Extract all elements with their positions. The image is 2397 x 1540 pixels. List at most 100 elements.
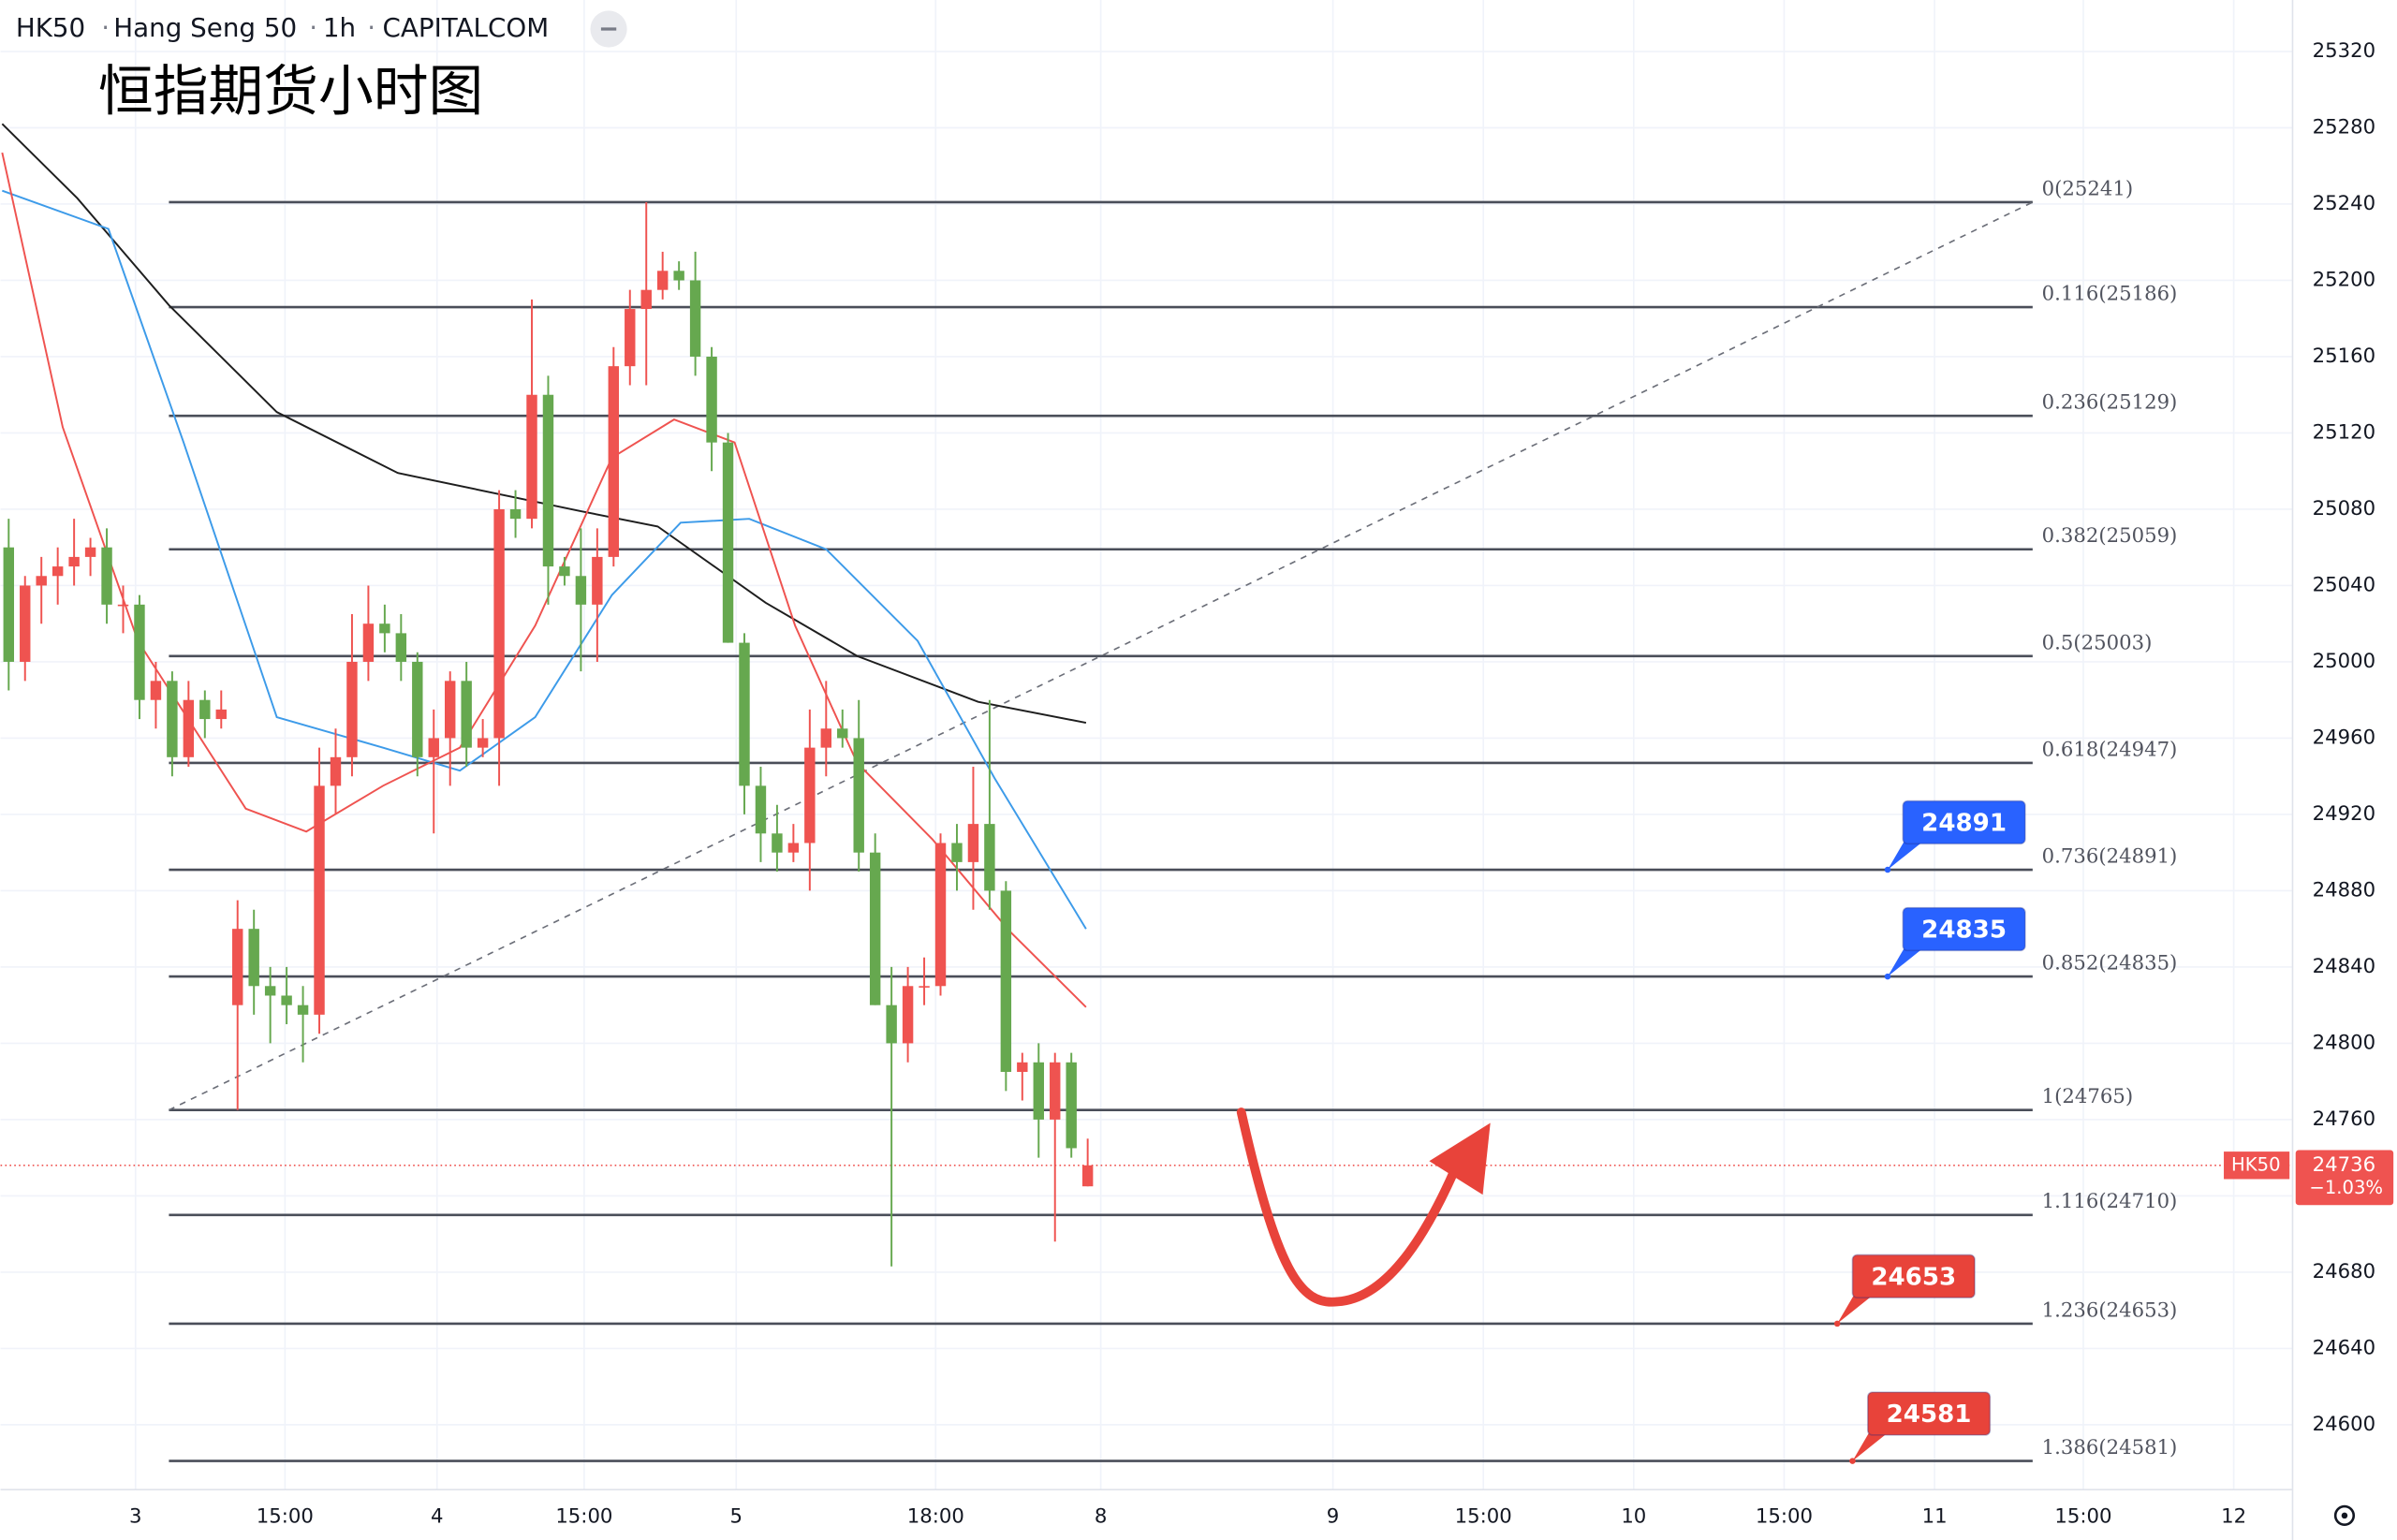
callout-anchor (1884, 973, 1891, 980)
candle-body (886, 1005, 897, 1044)
y-tick-label: 24920 (2313, 802, 2375, 826)
candle-body (919, 986, 930, 988)
callout-label: 24653 (1871, 1263, 1956, 1291)
candle-body (428, 738, 439, 757)
fib-label: 0.382(25059) (2042, 524, 2178, 548)
candle-body (84, 547, 96, 557)
settings-icon[interactable] (2333, 1504, 2356, 1526)
y-tick-label: 24960 (2313, 726, 2375, 749)
y-tick-label: 24600 (2313, 1413, 2375, 1436)
price-callout: 24581 (1849, 1391, 1992, 1464)
callout-box (1902, 799, 2026, 845)
price-tag-change: −1.03% (2309, 1177, 2383, 1198)
candle-body (559, 566, 570, 577)
candle-body (509, 508, 522, 520)
fib-label: 1.386(24581) (2042, 1436, 2178, 1459)
gear-center (2341, 1512, 2348, 1519)
candle-body (362, 623, 375, 662)
title: 恒指期货小时图 (98, 58, 483, 123)
candle-body (51, 566, 64, 577)
arrow-curve (1236, 1107, 1461, 1307)
arrow-head (1429, 1122, 1491, 1195)
candle-body (542, 394, 554, 567)
candle-body (134, 604, 145, 700)
candle-body (167, 681, 178, 757)
x-tick-label: 10 (1621, 1505, 1646, 1529)
y-tick-label: 25080 (2313, 497, 2375, 521)
candle-body (853, 738, 864, 853)
callout-anchor (1884, 866, 1891, 873)
candle-body (493, 508, 505, 739)
candle-body (346, 661, 358, 757)
gear (2333, 1504, 2356, 1526)
y-tick-label: 24800 (2313, 1031, 2375, 1054)
candle-body (20, 585, 31, 662)
candle-body (739, 642, 750, 786)
x-tick-label: 5 (730, 1505, 743, 1529)
candle-body (412, 661, 423, 757)
header: HK50 · Hang Seng 50 · 1h · CAPITALCOM 恒指… (16, 10, 627, 123)
callout-box (1866, 1391, 1992, 1436)
candle-body (640, 289, 652, 310)
x-tick-label: 8 (1095, 1505, 1108, 1529)
x-tick-label: 15:00 (1756, 1505, 1813, 1529)
symbol-name: Hang Seng 50 (113, 12, 297, 43)
candle-body (36, 576, 47, 586)
x-tick-label: 11 (1922, 1505, 1948, 1529)
candle-body (689, 280, 701, 357)
candle-body (656, 271, 669, 290)
candle-body (1000, 890, 1012, 1072)
candle-body (787, 843, 800, 853)
x-tick-label: 15:00 (2054, 1505, 2111, 1529)
candle-body (3, 547, 14, 662)
candle-body (330, 756, 342, 786)
y-tick-label: 24760 (2313, 1107, 2375, 1131)
x-tick-label: 15:00 (1455, 1505, 1512, 1529)
fib-label: 0.852(24835) (2042, 952, 2178, 975)
x-tick-label: 18:00 (907, 1505, 964, 1529)
fib-label: 0.618(24947) (2042, 738, 2178, 761)
moving-average (2, 189, 1087, 930)
candle-body (967, 824, 979, 862)
candle-body (575, 576, 587, 605)
candle-body (248, 929, 259, 987)
price-tag (2295, 1150, 2394, 1206)
candle-body (608, 366, 620, 557)
y-tick-label: 24640 (2313, 1336, 2375, 1359)
price-callout: 24653 (1833, 1254, 1976, 1327)
candle-body (1033, 1062, 1044, 1120)
x-tick-label: 15:00 (257, 1505, 314, 1529)
candle-body (264, 986, 276, 996)
candle-body (625, 309, 636, 367)
candle-body (232, 929, 243, 1005)
candle-body (837, 728, 848, 739)
candle-body (592, 556, 603, 605)
y-tick-label: 25280 (2313, 116, 2375, 139)
candle-body (526, 394, 537, 520)
candle-body (461, 681, 472, 748)
candle-body (150, 681, 162, 700)
separator: · (309, 12, 317, 43)
candle-body (722, 442, 734, 643)
candle-body (477, 738, 489, 748)
x-tick-label: 15:00 (555, 1505, 612, 1529)
fib-label: 1(24765) (2042, 1085, 2134, 1108)
candle-body (215, 709, 227, 720)
price-tag-value: 24736 (2313, 1153, 2375, 1177)
candle-body (314, 785, 325, 1015)
plot: 0(25241) 0.116(25186) 0.236(25129) 0.382(25… (0, 123, 2394, 1464)
x-tick-label: 4 (431, 1505, 444, 1529)
candle-body (379, 623, 390, 634)
callout-label: 24581 (1887, 1401, 1972, 1429)
candle-body (1066, 1062, 1077, 1149)
y-tick-label: 25160 (2313, 345, 2375, 368)
candle-body (755, 785, 767, 834)
fib-label: 1.236(24653) (2042, 1298, 2178, 1322)
separator: · (367, 12, 375, 43)
symbol: HK50 (16, 12, 85, 43)
exchange: CAPITALCOM (383, 12, 550, 43)
fib-label: 0(25241) (2042, 177, 2134, 200)
candle-body (706, 356, 717, 443)
interval: 1h (323, 12, 356, 43)
